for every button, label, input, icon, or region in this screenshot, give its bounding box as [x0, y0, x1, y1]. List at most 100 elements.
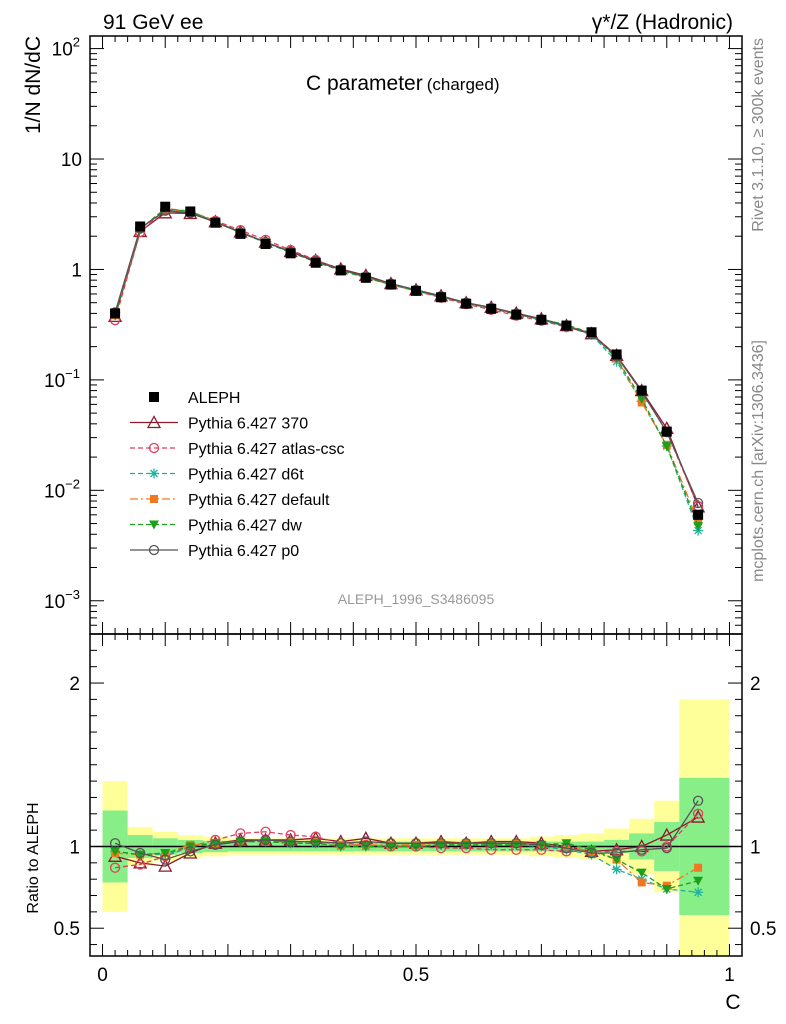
header-right: γ*/Z (Hadronic): [592, 11, 733, 34]
ratio-plot-area: [90, 699, 742, 956]
legend-label: Pythia 6.427 default: [188, 492, 330, 509]
marker-circle: [511, 838, 522, 849]
y-tick-base: 10: [44, 371, 65, 392]
legend-item: Pythia 6.427 370: [130, 415, 308, 433]
marker-triangle: [158, 858, 173, 872]
marker-star: [611, 864, 622, 875]
marker-circle: [661, 842, 672, 854]
y-tick-label: 10−3: [44, 587, 80, 613]
data-point: [385, 279, 396, 290]
marker-star: [693, 887, 704, 898]
marker-triangle-down: [149, 520, 159, 530]
legend-label: Pythia 6.427 370: [188, 416, 308, 433]
marker-circle: [410, 838, 422, 849]
data-point: [661, 426, 672, 437]
legend-item: Pythia 6.427 p0: [130, 543, 299, 560]
marker-square: [637, 878, 646, 887]
marker-circle: [148, 544, 160, 556]
y-tick-exponent: −1: [65, 366, 80, 381]
legend-label: Pythia 6.427 dw: [188, 518, 302, 535]
y-tick-base: 10: [61, 150, 82, 171]
marker-circle: [160, 854, 171, 865]
ratio-tick-label-left: 0.5: [54, 919, 80, 940]
marker-circle: [335, 838, 346, 849]
marker-triangle-down: [160, 849, 171, 859]
legend-label: Pythia 6.427 p0: [188, 543, 299, 560]
marker-triangle-down: [135, 850, 146, 860]
marker-circle: [360, 836, 371, 847]
marker-square: [694, 517, 703, 526]
series-5-ratio: [109, 795, 704, 865]
y-tick-exponent: −2: [65, 476, 80, 491]
data-point: [260, 239, 271, 250]
data-point: [561, 320, 572, 331]
marker-circle: [461, 838, 472, 849]
marker-circle: [135, 859, 146, 870]
ratio-tick-label-left: 2: [69, 674, 80, 695]
marker-circle: [561, 842, 572, 854]
y-tick-base: 10: [44, 592, 65, 613]
legend-label: Pythia 6.427 d6t: [188, 467, 304, 484]
marker-circle: [611, 847, 622, 859]
legend: ALEPH Pythia 6.427 370 Pythia 6.427 atlas-…: [130, 390, 345, 560]
data-point: [135, 221, 146, 232]
marker-triangle-down: [360, 842, 371, 852]
legend-item: Pythia 6.427 default: [130, 492, 330, 509]
legend-label: ALEPH: [188, 390, 240, 407]
marker-circle: [692, 497, 704, 509]
marker-star: [149, 468, 159, 479]
marker-circle: [148, 442, 160, 454]
data-point: [149, 392, 159, 402]
y-tick-exponent: −3: [65, 587, 80, 602]
data-point: [511, 309, 522, 320]
y-tick-label: 10: [61, 150, 82, 171]
ratio-frame: [89, 633, 743, 957]
x-axis-label: C: [725, 991, 740, 1014]
marker-circle: [435, 838, 447, 849]
marker-triangle-down: [411, 842, 421, 852]
ratio-y-axis-label: Ratio to ALEPH: [25, 802, 42, 913]
data-point: [411, 285, 421, 296]
data-point: [235, 228, 246, 239]
marker-circle: [692, 808, 704, 819]
marker-triangle-down: [693, 876, 704, 886]
data-point: [285, 248, 296, 259]
marker-circle: [536, 839, 547, 851]
data-point: [335, 265, 346, 276]
data-point: [611, 349, 622, 360]
marker-circle: [385, 838, 397, 849]
y-tick-label: 1: [71, 260, 82, 281]
marker-circle: [692, 795, 704, 806]
marker-triangle-down: [586, 845, 597, 855]
marker-circle: [135, 847, 146, 859]
marker-triangle-down: [661, 442, 672, 452]
data-point: [360, 272, 371, 283]
marker-triangle-down: [110, 847, 121, 857]
marker-circle: [109, 838, 121, 849]
y-tick-base: 10: [44, 481, 65, 502]
analysis-tag: ALEPH_1996_S3486095: [338, 591, 495, 607]
data-point: [436, 292, 447, 303]
marker-circle: [486, 838, 497, 849]
x-tick-label: 0: [97, 965, 108, 986]
series-line: [114, 209, 699, 507]
marker-square: [694, 863, 703, 872]
y-axis-label: 1/N dN/dC: [22, 36, 45, 134]
series-line: [114, 210, 699, 504]
mcplots-label: mcplots.cern.ch [arXiv:1306.3436]: [750, 340, 767, 582]
ratio-tick-label-right: 0.5: [750, 919, 776, 940]
marker-circle: [260, 826, 271, 837]
marker-circle: [636, 844, 647, 855]
y-tick-label: 102: [52, 35, 80, 61]
marker-circle: [260, 834, 271, 846]
marker-triangle-down: [611, 855, 622, 865]
data-point: [536, 314, 547, 325]
marker-square: [150, 495, 158, 503]
legend-item-data: ALEPH: [149, 390, 240, 407]
marker-triangle-down: [693, 522, 704, 532]
main-title-text: C parameter: [306, 72, 423, 95]
marker-circle: [109, 862, 121, 873]
marker-circle: [586, 847, 597, 859]
marker-triangle-down: [636, 868, 647, 878]
data-point: [586, 327, 597, 338]
